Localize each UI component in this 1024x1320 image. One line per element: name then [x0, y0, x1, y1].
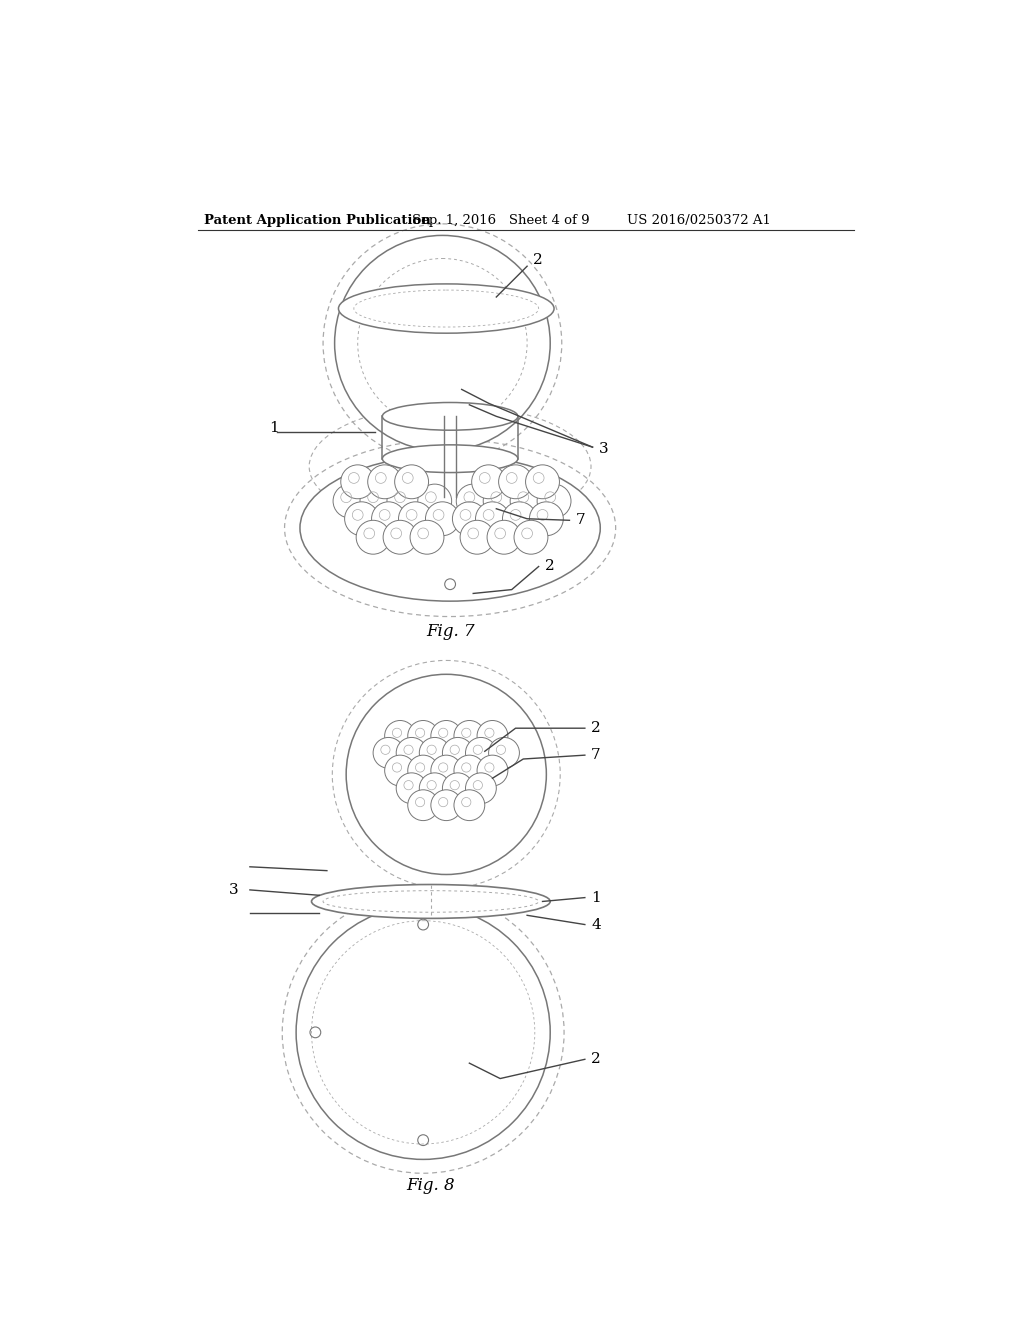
Circle shape [408, 789, 438, 821]
Circle shape [419, 774, 451, 804]
Ellipse shape [300, 455, 600, 601]
Text: 3: 3 [228, 883, 239, 896]
Circle shape [333, 484, 367, 517]
Circle shape [457, 484, 490, 517]
Circle shape [431, 755, 462, 785]
Circle shape [296, 906, 550, 1159]
Circle shape [499, 465, 532, 499]
Circle shape [408, 755, 438, 785]
Circle shape [488, 738, 519, 768]
Circle shape [345, 502, 379, 536]
Circle shape [368, 465, 401, 499]
Circle shape [372, 502, 406, 536]
Circle shape [487, 520, 521, 554]
Text: 7: 7 [591, 748, 601, 762]
Ellipse shape [339, 284, 554, 333]
Circle shape [466, 774, 497, 804]
Circle shape [514, 520, 548, 554]
Circle shape [418, 484, 452, 517]
Circle shape [510, 484, 544, 517]
Circle shape [475, 502, 509, 536]
Circle shape [408, 721, 438, 751]
Text: 1: 1 [591, 891, 601, 904]
Text: Fig. 8: Fig. 8 [407, 1177, 456, 1195]
Circle shape [410, 520, 444, 554]
Circle shape [346, 675, 547, 874]
Circle shape [454, 721, 484, 751]
Circle shape [394, 465, 429, 499]
Circle shape [398, 502, 432, 536]
Circle shape [483, 484, 517, 517]
Text: 2: 2 [591, 721, 601, 735]
Circle shape [385, 721, 416, 751]
Circle shape [373, 738, 403, 768]
Ellipse shape [382, 445, 518, 473]
Circle shape [460, 520, 494, 554]
Circle shape [477, 755, 508, 785]
Ellipse shape [311, 884, 550, 919]
Circle shape [442, 738, 473, 768]
Circle shape [466, 738, 497, 768]
Circle shape [419, 738, 451, 768]
Circle shape [525, 465, 559, 499]
Circle shape [341, 465, 375, 499]
Text: Fig. 7: Fig. 7 [426, 623, 474, 640]
Circle shape [387, 484, 421, 517]
Circle shape [360, 484, 394, 517]
Circle shape [477, 721, 508, 751]
Text: 2: 2 [591, 1052, 601, 1067]
Circle shape [425, 502, 460, 536]
Text: 1: 1 [269, 421, 279, 434]
Circle shape [503, 502, 537, 536]
Circle shape [385, 755, 416, 785]
Circle shape [396, 774, 427, 804]
Circle shape [453, 502, 486, 536]
Circle shape [442, 774, 473, 804]
Circle shape [538, 484, 571, 517]
Circle shape [454, 755, 484, 785]
Circle shape [472, 465, 506, 499]
Circle shape [356, 520, 390, 554]
Circle shape [431, 789, 462, 821]
Text: 2: 2 [545, 560, 555, 573]
Text: 7: 7 [575, 513, 586, 527]
Circle shape [335, 235, 550, 451]
Text: US 2016/0250372 A1: US 2016/0250372 A1 [628, 214, 771, 227]
Circle shape [529, 502, 563, 536]
Ellipse shape [382, 403, 518, 430]
Text: 4: 4 [591, 917, 601, 932]
Circle shape [383, 520, 417, 554]
Text: Patent Application Publication: Patent Application Publication [204, 214, 430, 227]
Circle shape [431, 721, 462, 751]
Circle shape [396, 738, 427, 768]
Text: 3: 3 [599, 442, 608, 455]
Circle shape [454, 789, 484, 821]
Text: 2: 2 [534, 253, 543, 267]
Text: Sep. 1, 2016   Sheet 4 of 9: Sep. 1, 2016 Sheet 4 of 9 [412, 214, 589, 227]
